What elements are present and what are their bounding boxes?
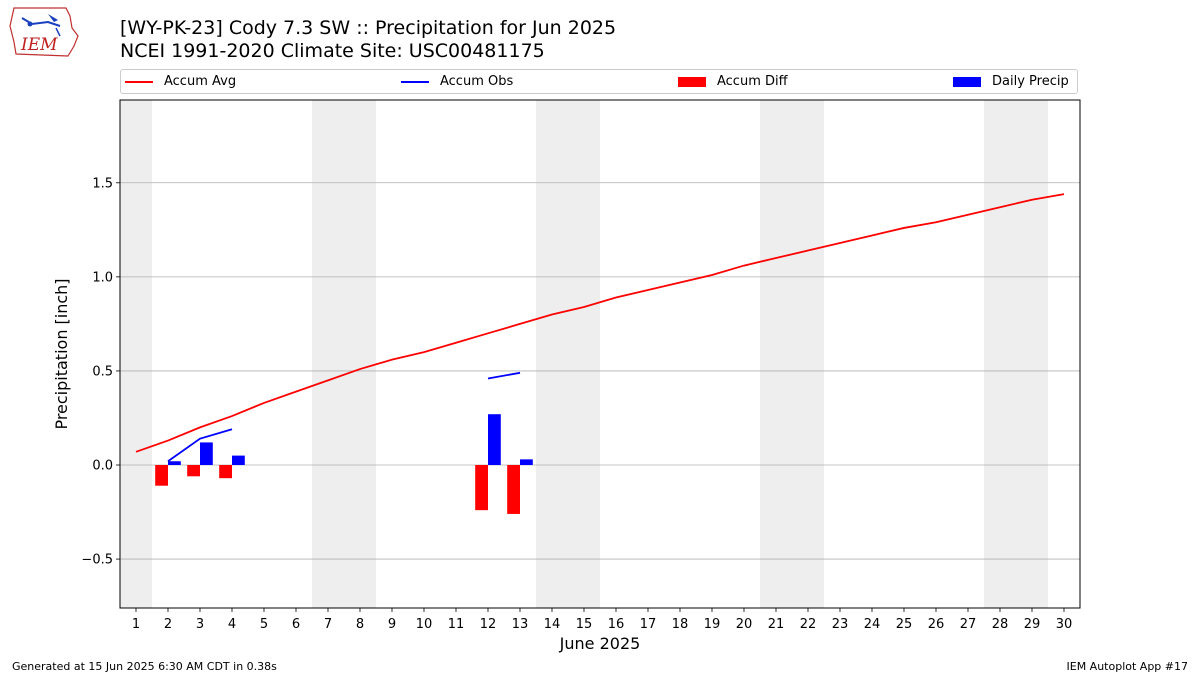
bar-accum-diff — [155, 465, 168, 486]
legend-item-accum-avg: Accum Avg — [125, 70, 236, 93]
x-tick-label: 8 — [356, 617, 364, 632]
x-tick-label: 14 — [544, 617, 561, 632]
legend-swatch-accum-obs — [401, 80, 429, 83]
x-tick-label: 25 — [896, 617, 913, 632]
chart-subtitle: NCEI 1991-2020 Climate Site: USC00481175 — [120, 40, 545, 62]
x-tick-label: 6 — [292, 617, 300, 632]
footer-app-label: IEM Autoplot App #17 — [1066, 660, 1189, 673]
x-tick-label: 5 — [260, 617, 268, 632]
bar-daily-precip — [200, 442, 213, 466]
legend-swatch-accum-avg — [125, 80, 153, 83]
weekend-shade — [760, 100, 792, 608]
legend: Accum Avg Accum Obs Accum Diff Daily Pre… — [120, 69, 1078, 94]
y-tick-label: −0.5 — [81, 553, 113, 568]
x-tick-label: 4 — [228, 617, 236, 632]
legend-item-accum-diff: Accum Diff — [678, 70, 788, 93]
x-tick-label: 10 — [416, 617, 433, 632]
weekend-shade — [568, 100, 600, 608]
x-tick-label: 23 — [832, 617, 849, 632]
weekend-shade — [312, 100, 344, 608]
y-tick-label: 1.0 — [92, 270, 113, 285]
line-accum-avg — [135, 193, 1065, 453]
x-tick-label: 7 — [324, 617, 332, 632]
logo-text: IEM — [20, 35, 58, 55]
x-tick-label: 17 — [640, 617, 657, 632]
x-tick-label: 28 — [992, 617, 1009, 632]
x-tick-label: 29 — [1024, 617, 1041, 632]
legend-label-accum-diff: Accum Diff — [717, 74, 788, 89]
x-tick-label: 19 — [704, 617, 721, 632]
x-tick-label: 1 — [132, 617, 140, 632]
line-accum-obs — [487, 371, 521, 380]
weekend-shade — [536, 100, 568, 608]
x-axis-label: June 2025 — [559, 634, 641, 653]
x-tick-label: 16 — [608, 617, 625, 632]
bar-daily-precip — [232, 455, 245, 466]
legend-swatch-accum-diff — [678, 76, 706, 87]
x-tick-label: 2 — [164, 617, 172, 632]
bar-daily-precip — [520, 459, 533, 466]
weekend-shade — [344, 100, 376, 608]
x-tick-label: 18 — [672, 617, 689, 632]
legend-label-accum-obs: Accum Obs — [440, 74, 514, 89]
x-tick-label: 22 — [800, 617, 817, 632]
legend-item-accum-obs: Accum Obs — [401, 70, 513, 93]
weekend-shade — [984, 100, 1016, 608]
weekend-shade — [792, 100, 824, 608]
plot-frame — [119, 99, 1081, 609]
iem-logo: IEM — [9, 7, 79, 57]
line-accum-obs — [167, 428, 233, 462]
x-tick-label: 15 — [576, 617, 593, 632]
weekend-shade — [1016, 100, 1048, 608]
weekend-shade — [120, 100, 152, 608]
x-tick-label: 11 — [448, 617, 465, 632]
x-tick-label: 13 — [512, 617, 529, 632]
bar-daily-precip — [488, 414, 501, 466]
bar-accum-diff — [219, 465, 232, 479]
bar-accum-diff — [507, 465, 520, 514]
legend-label-accum-avg: Accum Avg — [164, 74, 237, 89]
y-tick-label: 0.0 — [92, 459, 113, 474]
x-tick-label: 9 — [388, 617, 396, 632]
y-tick-label: 1.5 — [92, 176, 113, 191]
x-tick-label: 12 — [480, 617, 497, 632]
bar-daily-precip — [168, 461, 181, 466]
bar-accum-diff — [187, 465, 200, 477]
x-tick-label: 27 — [960, 617, 977, 632]
y-tick-label: 0.5 — [92, 364, 113, 379]
y-axis-label: Precipitation [inch] — [52, 278, 71, 429]
x-tick-label: 21 — [768, 617, 785, 632]
x-tick-label: 3 — [196, 617, 204, 632]
legend-label-daily-precip: Daily Precip — [992, 74, 1069, 89]
x-tick-label: 30 — [1056, 617, 1073, 632]
legend-item-daily-precip: Daily Precip — [953, 70, 1069, 93]
footer-generated-text: Generated at 15 Jun 2025 6:30 AM CDT in … — [12, 660, 277, 673]
bar-accum-diff — [475, 465, 488, 511]
x-tick-label: 20 — [736, 617, 753, 632]
chart-title: [WY-PK-23] Cody 7.3 SW :: Precipitation … — [120, 17, 617, 39]
x-tick-label: 26 — [928, 617, 945, 632]
x-tick-label: 24 — [864, 617, 881, 632]
legend-swatch-daily-precip — [953, 76, 981, 87]
